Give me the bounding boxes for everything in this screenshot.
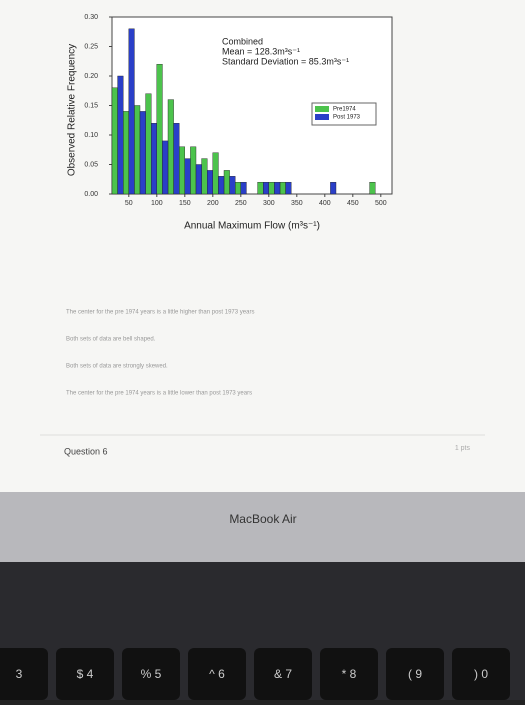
legend-label: Pre1974 (333, 107, 356, 113)
answer-option: Both sets of data are bell shaped. (66, 337, 156, 343)
bar (218, 176, 225, 195)
bar (145, 93, 152, 195)
x-tick-label: 450 (347, 200, 359, 207)
bar (257, 181, 264, 195)
annotation: Mean = 128.3m³s⁻¹ (222, 46, 300, 56)
y-tick-label: 0.20 (84, 73, 98, 80)
bar (190, 146, 197, 195)
question-title: Question 6 (64, 446, 108, 456)
bar (178, 146, 185, 195)
bar (263, 181, 270, 195)
answer-option: Both sets of data are strongly skewed. (66, 364, 168, 370)
x-tick-label: 350 (291, 200, 303, 207)
x-tick-label: 200 (207, 200, 219, 207)
x-tick-label: 100 (151, 200, 163, 207)
x-tick-label: 250 (235, 200, 247, 207)
bar (156, 63, 163, 195)
laptop-name: MacBook Air (229, 512, 296, 526)
key (56, 648, 114, 700)
bar (128, 28, 135, 195)
bar (201, 158, 208, 195)
key-label: ^ 6 (209, 667, 225, 681)
key-label: 3 (16, 667, 23, 681)
key (254, 648, 312, 700)
bezel (0, 492, 525, 562)
x-tick-label: 50 (125, 200, 133, 207)
bar (162, 140, 169, 195)
bar (206, 170, 213, 195)
bar (173, 122, 180, 195)
bar (229, 176, 236, 195)
bar (111, 87, 118, 195)
y-tick-label: 0.10 (84, 132, 98, 139)
y-tick-label: 0.25 (84, 43, 98, 50)
key (122, 648, 180, 700)
annotation: Combined (222, 36, 263, 46)
bar (150, 122, 157, 195)
bar (134, 105, 141, 195)
answer-option: The center for the pre 1974 years is a l… (66, 310, 254, 316)
bar (212, 152, 219, 195)
bar (369, 181, 376, 195)
y-tick-label: 0.00 (84, 191, 98, 198)
key (0, 648, 48, 700)
answer-option: The center for the pre 1974 years is a l… (66, 391, 252, 397)
key-label: % 5 (141, 667, 162, 681)
key-label: & 7 (274, 667, 292, 681)
legend-swatch (315, 106, 329, 112)
x-axis-label: Annual Maximum Flow (m³s⁻¹) (184, 221, 320, 232)
bar (279, 181, 286, 195)
x-tick-label: 150 (179, 200, 191, 207)
bar (139, 111, 146, 195)
key-label: ) 0 (474, 667, 488, 681)
bar (240, 181, 247, 195)
bar (268, 181, 275, 195)
bar (117, 75, 124, 195)
key (320, 648, 378, 700)
bar (330, 181, 337, 195)
bar (223, 170, 230, 195)
key-label: ( 9 (408, 667, 422, 681)
question-points: 1 pts (455, 445, 471, 452)
key (452, 648, 510, 700)
bar (274, 181, 281, 195)
bar (122, 111, 129, 195)
bar (285, 181, 292, 195)
y-tick-label: 0.30 (84, 14, 98, 21)
y-axis-label: Observed Relative Frequency (67, 44, 78, 176)
legend-swatch (315, 114, 329, 120)
key-label: * 8 (342, 667, 357, 681)
x-tick-label: 500 (375, 200, 387, 207)
bar (167, 99, 174, 195)
bar (195, 164, 202, 195)
key (188, 648, 246, 700)
x-tick-label: 300 (263, 200, 275, 207)
key (386, 648, 444, 700)
y-tick-label: 0.05 (84, 161, 98, 168)
y-tick-label: 0.15 (84, 102, 98, 109)
x-tick-label: 400 (319, 200, 331, 207)
bar (184, 158, 191, 195)
bar (234, 181, 241, 195)
key-label: $ 4 (77, 667, 94, 681)
annotation: Standard Deviation = 85.3m³s⁻¹ (222, 56, 349, 66)
legend-label: Post 1973 (333, 115, 361, 121)
